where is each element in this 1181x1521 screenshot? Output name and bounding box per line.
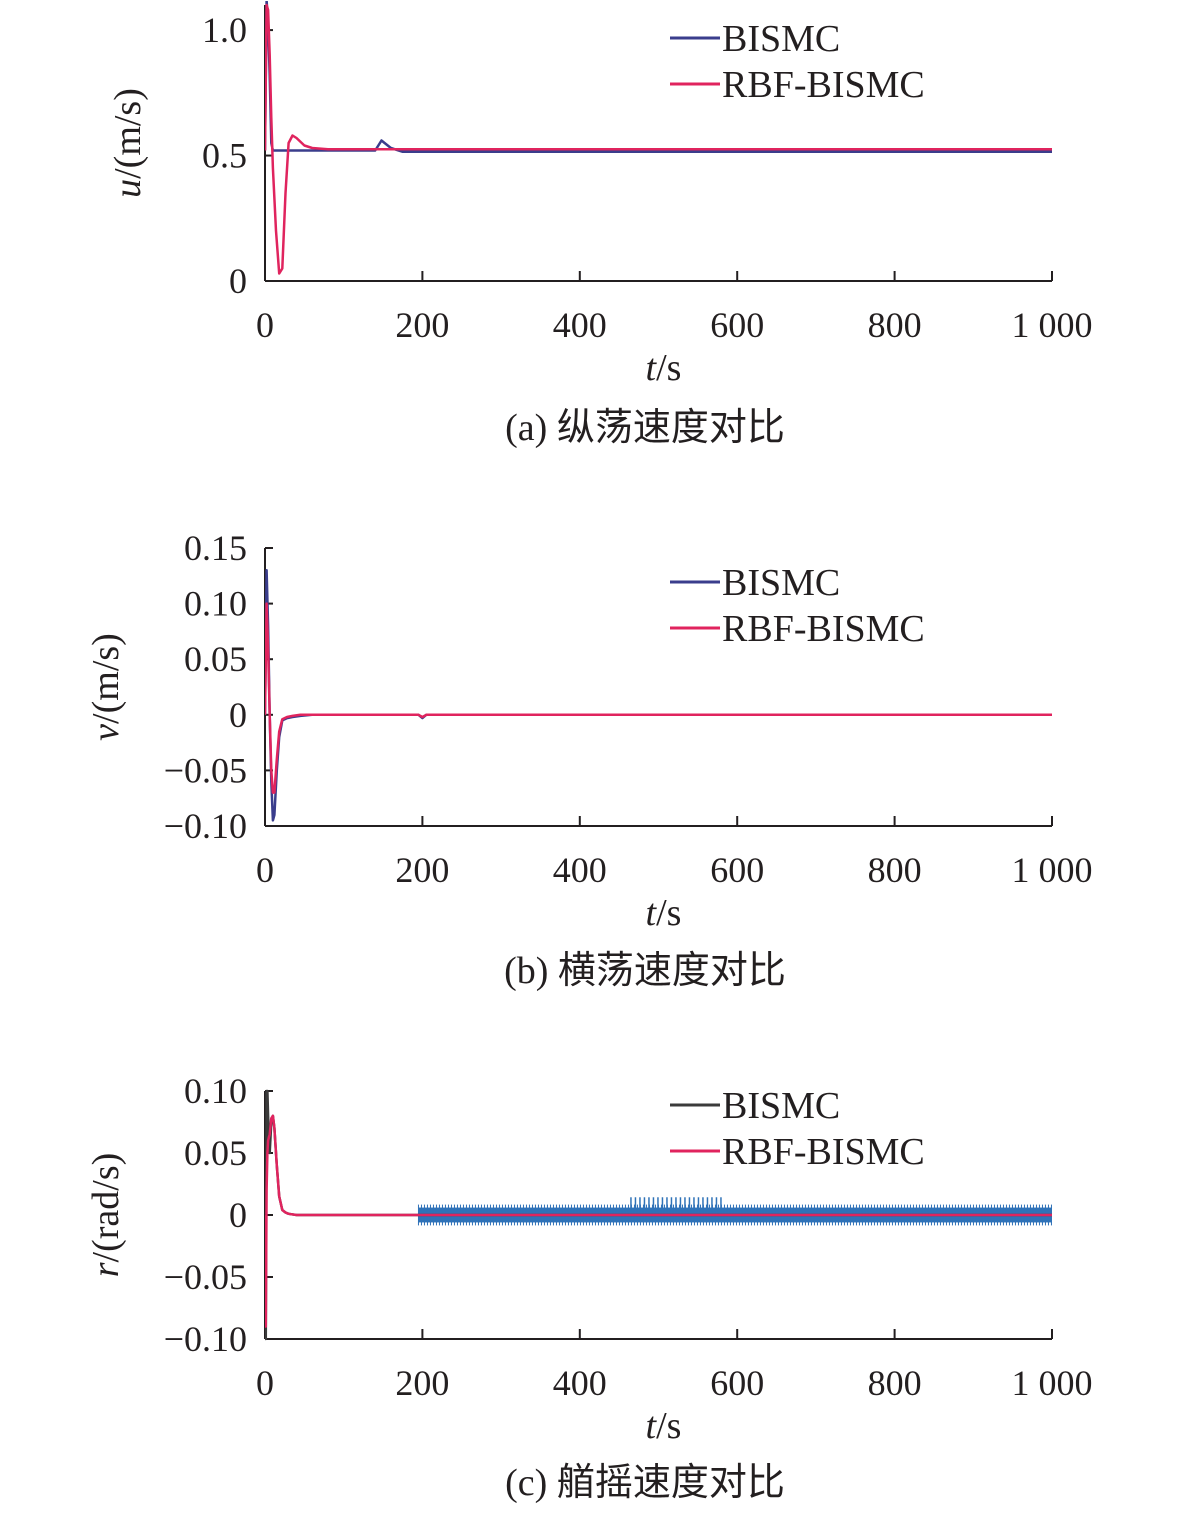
series-line-bismc [265, 1, 1052, 154]
x-tick-label: 1 000 [1012, 850, 1093, 890]
x-tick-label: 200 [395, 850, 449, 890]
x-axis-label: t/s [646, 347, 682, 389]
y-tick-label: −0.10 [164, 806, 247, 846]
x-tick-label: 0 [256, 305, 274, 345]
y-tick-label: 1.0 [202, 10, 247, 50]
x-tick-label: 400 [553, 1363, 607, 1403]
x-tick-label: 600 [710, 1363, 764, 1403]
legend-label: BISMC [722, 1085, 840, 1127]
y-tick-label: 0.15 [184, 528, 247, 568]
y-axis-label: r/(rad/s) [85, 1153, 127, 1278]
y-tick-label: −0.05 [164, 750, 247, 790]
y-axis-label: u/(m/s) [107, 88, 149, 198]
x-tick-label: 200 [395, 1363, 449, 1403]
y-tick-label: 0 [229, 1195, 247, 1235]
chart-caption: (b) 横荡速度对比 [504, 950, 786, 992]
x-tick-label: 800 [868, 305, 922, 345]
x-tick-label: 0 [256, 850, 274, 890]
plot-area [265, 1, 1052, 275]
x-tick-label: 1 000 [1012, 305, 1093, 345]
chart-b-svg: 0 200 400 600 800 1 000 −0.10 −0.05 0 0.05 0.10 0.1… [85, 528, 1093, 992]
y-tick-label: 0.05 [184, 639, 247, 679]
y-tick-label: −0.05 [164, 1257, 247, 1297]
y-tick-label: −0.10 [164, 1319, 247, 1359]
y-tick-label: 0.05 [184, 1133, 247, 1173]
legend-label: BISMC [722, 562, 840, 604]
x-tick-label: 800 [868, 1363, 922, 1403]
chart-caption: (a) 纵荡速度对比 [505, 407, 785, 449]
series-line-bismc [265, 568, 1052, 822]
y-tick-label: 0.10 [184, 1071, 247, 1111]
legend-label: RBF-BISMC [722, 64, 925, 106]
y-axis-label: v/(m/s) [85, 633, 127, 741]
chart-c-svg: 0 200 400 600 800 1 000 −0.10 −0.05 0 0.05 0.10 BIS… [85, 1071, 1093, 1504]
x-tick-label: 400 [553, 850, 607, 890]
chart-panel-c: 0 200 400 600 800 1 000 −0.10 −0.05 0 0.05 0.10 BIS… [0, 1040, 1181, 1521]
series-line-rbf-bismc [265, 1114, 1052, 1328]
legend-label: BISMC [722, 18, 840, 60]
plot-area [265, 1089, 1053, 1341]
chart-caption: (c) 艏摇速度对比 [505, 1462, 785, 1504]
y-tick-label: 0 [229, 261, 247, 301]
legend-label: RBF-BISMC [722, 1131, 925, 1173]
x-tick-label: 800 [868, 850, 922, 890]
chart-panel-b: 0 200 400 600 800 1 000 −0.10 −0.05 0 0.05 0.10 0.1… [0, 505, 1181, 1015]
chart-panel-a: 0 200 400 600 800 1 000 0 0.5 1.0 BISMC RBF-BISMC t… [0, 0, 1181, 470]
plot-area [265, 568, 1052, 822]
series-line-rbf-bismc [265, 3, 1052, 275]
y-tick-label: 0.10 [184, 584, 247, 624]
x-tick-label: 600 [710, 850, 764, 890]
x-tick-label: 600 [710, 305, 764, 345]
y-tick-label: 0 [229, 695, 247, 735]
x-tick-label: 200 [395, 305, 449, 345]
x-axis-label: t/s [646, 892, 682, 934]
legend-label: RBF-BISMC [722, 608, 925, 650]
x-tick-label: 0 [256, 1363, 274, 1403]
x-tick-label: 1 000 [1012, 1363, 1093, 1403]
x-axis-label: t/s [646, 1405, 682, 1447]
x-tick-label: 400 [553, 305, 607, 345]
chatter-band [417, 1197, 1053, 1226]
y-tick-label: 0.5 [202, 136, 247, 176]
series-line-rbf-bismc [265, 602, 1052, 794]
